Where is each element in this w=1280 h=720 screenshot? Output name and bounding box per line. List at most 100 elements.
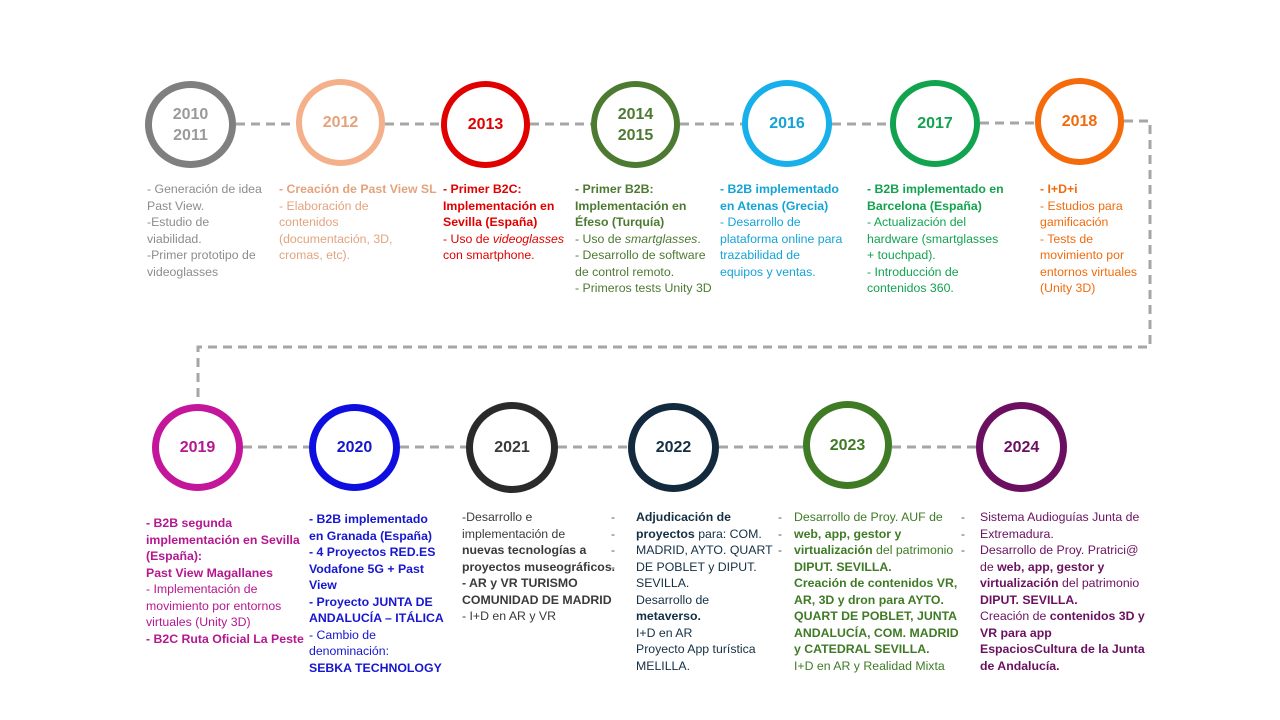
description-line: videoglasses [147, 264, 219, 279]
description-line: Desarrollo de Proy. AUF de [794, 510, 943, 524]
bullet-column: - - - [778, 509, 782, 559]
bullet-marker: - [961, 543, 965, 557]
year-label: 2016 [769, 115, 805, 132]
bullet-marker: - [611, 559, 615, 574]
description-line: implementación de [462, 526, 566, 541]
description-line: - I+D+i [1040, 182, 1078, 196]
milestone-description: - B2B segunda implementación en Sevilla … [146, 515, 306, 647]
description-line: - Primeros tests Unity 3D [575, 281, 712, 295]
milestone-description: - Primer B2C: Implementación en Sevilla … [443, 181, 573, 264]
description-line: - Introducción de [867, 264, 959, 279]
description-line: - Desarrollo de [720, 215, 801, 229]
description-line: de Andalucía. [980, 658, 1060, 673]
description-line: Éfeso (Turquía) [575, 215, 665, 229]
bullet-marker: - [961, 510, 965, 524]
description-line: Adjudicación de [636, 510, 731, 524]
year-label: 2024 [1003, 438, 1040, 456]
year-label: 2012 [322, 114, 359, 131]
description-line: - B2C Ruta Oficial La Peste [146, 631, 304, 646]
description-line: - 4 Proyectos RED.ES [309, 545, 436, 559]
year-label: 2020 [336, 439, 373, 456]
year-label: 2015 [617, 126, 654, 144]
description-line: - B2B implementado [720, 182, 839, 196]
year-circle: 2018 [1035, 78, 1124, 165]
description-line: - Creación de Past View SL [279, 182, 437, 196]
milestone-description: Adjudicación de proyectos para: COM. MAD… [636, 509, 776, 674]
description-line: - AR y VR TURISMO [462, 576, 578, 590]
description-line: - Cambio de [309, 627, 376, 642]
description-line: trazabilidad de [720, 248, 800, 262]
description-line: de control remoto. [575, 264, 675, 279]
description-line: MADRID, AYTO. QUART [636, 543, 773, 557]
description-line: virtuales (Unity 3D) [146, 615, 251, 629]
milestone-description: - B2B implementado en Granada (España) -… [309, 511, 449, 676]
description-line: cromas, etc). [279, 248, 351, 262]
description-line: en Atenas (Grecia) [720, 198, 829, 213]
description-line: Desarrollo de [636, 592, 710, 607]
description-line: - Uso de videoglasses [443, 231, 564, 246]
description-line: Past View. [147, 198, 205, 213]
bullet-marker: - [778, 510, 782, 524]
bullet-marker: - [778, 543, 782, 557]
description-line: implementación en Sevilla [146, 532, 300, 547]
description-line: contenidos [279, 215, 339, 229]
milestone-description: -Desarrollo e implementación de nuevas t… [462, 509, 622, 625]
year-circle: 2014 2015 [591, 81, 680, 168]
bullet-marker: - [778, 526, 782, 541]
year-circle: 2023 [803, 401, 892, 489]
description-line: - Generación de idea [147, 182, 262, 196]
description-line: Implementación en [575, 198, 687, 213]
year-label: 2021 [494, 439, 530, 456]
description-line: COMUNIDAD DE MADRID [462, 592, 612, 607]
milestone-description: - I+D+i - Estudios para gamificación - T… [1040, 181, 1160, 297]
description-line: EspaciosCultura de la Junta [980, 642, 1145, 656]
year-circle: 2016 [742, 80, 832, 167]
description-line: - Implementación de [146, 582, 258, 596]
description-line: DIPUT. SEVILLA. [980, 592, 1078, 607]
year-label: 2019 [179, 439, 216, 456]
description-line: Implementación en [443, 198, 555, 213]
description-line: Desarrollo de Proy. Pratrici@ [980, 543, 1139, 557]
description-line: - B2B implementado en [867, 182, 1004, 196]
bullet-marker: - [611, 543, 615, 557]
description-line: Creación de contenidos VR, [794, 576, 958, 590]
description-line: - Primer B2B: [575, 182, 654, 196]
milestone-description: Desarrollo de Proy. AUF de web, app, ges… [794, 509, 969, 674]
milestone-description: - B2B implementado en Atenas (Grecia) - … [720, 181, 870, 280]
description-line: QUART DE POBLET, JUNTA [794, 609, 958, 623]
description-line: -Desarrollo e [462, 510, 533, 524]
year-circle: 2017 [890, 80, 980, 167]
description-line: movimiento por entornos [146, 598, 282, 613]
description-line: hardware (smartglasses [867, 231, 999, 246]
description-line: contenidos 360. [867, 281, 954, 295]
description-line: VR para app [980, 625, 1052, 640]
description-line: + touchpad). [867, 248, 936, 262]
description-line: (documentación, 3D, [279, 231, 393, 246]
description-line: - I+D en AR y VR [462, 609, 556, 623]
description-line: I+D en AR [636, 625, 693, 640]
description-line: - Proyecto JUNTA DE [309, 594, 433, 609]
connector-line [196, 119, 1152, 400]
description-line: - Tests de [1040, 231, 1094, 246]
milestone-description: Sistema Audioguías Junta de Extremadura.… [980, 509, 1155, 674]
year-label: 2013 [467, 116, 504, 133]
year-circle: 2020 [309, 404, 400, 491]
description-line: en Granada (España) [309, 528, 433, 543]
description-line: y CATEDRAL SEVILLA. [794, 642, 930, 656]
year-circle: 2013 [441, 81, 530, 168]
description-line: web, app, gestor y [794, 526, 902, 541]
year-circle: 2012 [296, 79, 385, 166]
description-line: denominación: [309, 644, 389, 658]
description-line: movimiento por [1040, 248, 1125, 262]
description-line: Extremadura. [980, 526, 1054, 541]
description-line: MELILLA. [636, 658, 690, 673]
description-line: Vodafone 5G + Past [309, 561, 424, 576]
description-line: (España): [146, 549, 203, 563]
year-label: 2022 [655, 439, 692, 456]
year-circle: 2010 2011 [145, 81, 236, 168]
year-circle: 2024 [976, 402, 1067, 492]
description-line: Sevilla (España) [443, 215, 538, 229]
description-line: - B2B implementado [309, 512, 428, 526]
description-line: DE POBLET y DIPUT. [636, 559, 757, 574]
description-line: con smartphone. [443, 248, 535, 262]
